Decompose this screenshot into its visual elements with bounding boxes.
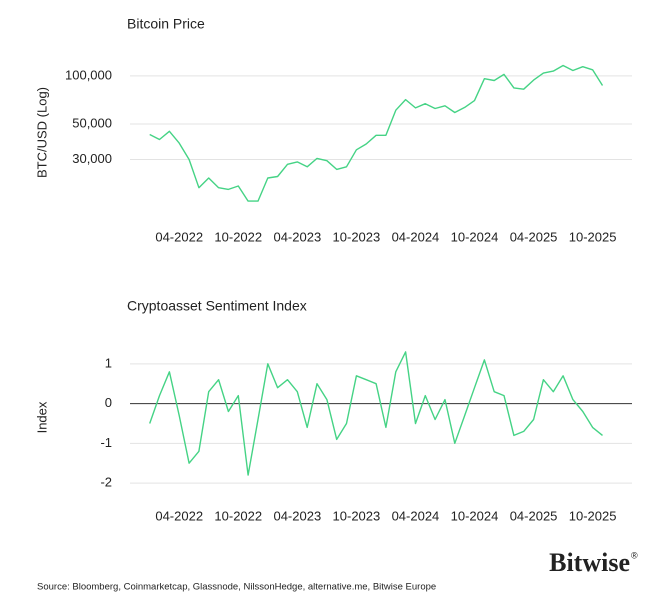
- y-tick-label: 30,000: [72, 151, 112, 166]
- line: [149, 351, 603, 476]
- y-tick-label: 50,000: [72, 115, 112, 130]
- x-tick-label: 10-2025: [569, 229, 617, 244]
- x-tick-label: 04-2023: [273, 229, 321, 244]
- x-tick-label: 04-2024: [392, 229, 440, 244]
- x-tick-label: 04-2023: [273, 508, 321, 523]
- logo: Bitwise: [549, 548, 630, 577]
- y-tick-label: 0: [105, 395, 112, 410]
- y-tick-label: -1: [100, 435, 112, 450]
- logo-mark: ®: [631, 550, 638, 560]
- x-tick-label: 04-2024: [392, 508, 440, 523]
- x-tick-label: 10-2022: [214, 508, 262, 523]
- source: Source: Bloomberg, Coinmarketcap, Glassn…: [37, 582, 436, 593]
- x-tick-label: 04-2025: [510, 229, 558, 244]
- x-tick-label: 04-2025: [510, 508, 558, 523]
- x-tick-label: 10-2025: [569, 508, 617, 523]
- chart-title: Cryptoasset Sentiment Index: [127, 298, 307, 314]
- y-tick-label: 1: [105, 355, 112, 370]
- x-tick-label: 10-2024: [451, 229, 499, 244]
- y-axis-label: Index: [34, 401, 49, 433]
- x-tick-label: 10-2022: [214, 229, 262, 244]
- line: [149, 64, 604, 202]
- y-tick-label: 100,000: [65, 67, 112, 82]
- chart-title: Bitcoin Price: [127, 16, 205, 32]
- x-tick-label: 10-2023: [333, 229, 381, 244]
- x-tick-label: 10-2023: [333, 508, 381, 523]
- x-tick-label: 04-2022: [155, 229, 203, 244]
- y-axis-label: BTC/USD (Log): [34, 87, 49, 178]
- y-tick-label: -2: [100, 475, 112, 490]
- x-tick-label: 04-2022: [155, 508, 203, 523]
- x-tick-label: 10-2024: [451, 508, 499, 523]
